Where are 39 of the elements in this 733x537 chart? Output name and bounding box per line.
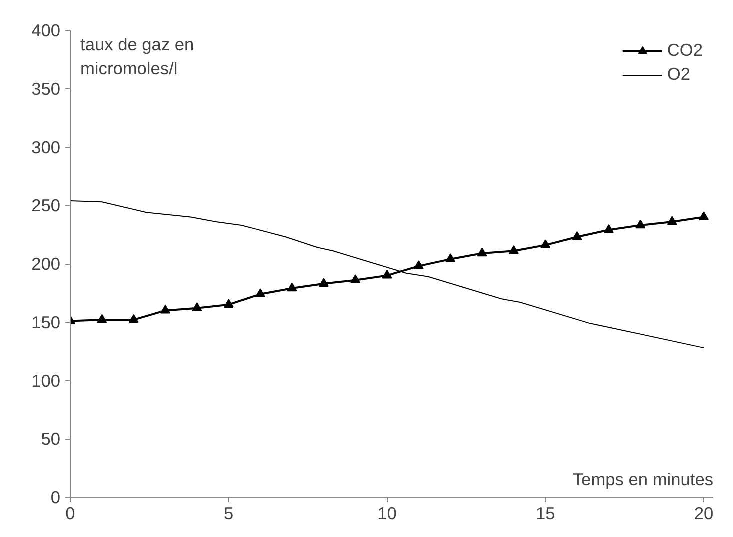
y-tick-label: 50 [41, 429, 61, 450]
legend-label: CO2 [667, 40, 703, 61]
point [572, 231, 582, 240]
point [604, 224, 614, 234]
point [256, 288, 266, 298]
point [350, 274, 361, 284]
legend-label: O2 [667, 64, 690, 85]
point [224, 299, 234, 308]
point [287, 282, 298, 292]
x-tick-label: 15 [536, 504, 556, 524]
point [192, 302, 202, 312]
point [540, 240, 551, 248]
y-tick-label: 0 [50, 488, 61, 508]
x-tick-label: 20 [694, 504, 714, 524]
x-tick-label: 0 [66, 504, 76, 524]
point [636, 220, 646, 229]
point [699, 212, 709, 220]
point [508, 245, 519, 254]
point [128, 314, 139, 324]
y-tick-label: 300 [32, 137, 61, 158]
y-tick-label: 400 [32, 20, 61, 40]
point [667, 216, 678, 226]
y-tick-label: 250 [32, 196, 61, 216]
x-axis-title: Temps en minutes [572, 470, 714, 490]
y-tick-label: 100 [32, 370, 61, 391]
y-axis-title: taux de gaz en micromoles/l [80, 34, 194, 78]
line-series [70, 200, 704, 349]
point [160, 305, 171, 314]
point [318, 278, 329, 287]
y-tick-label: 200 [32, 254, 61, 274]
point [97, 314, 108, 324]
y-tick-label: 150 [32, 312, 61, 332]
point [446, 254, 456, 262]
x-tick-label: 10 [378, 504, 397, 524]
point [382, 270, 392, 279]
y-tick-label: 350 [32, 78, 61, 99]
x-tick-label: 5 [224, 504, 234, 524]
point [477, 248, 488, 257]
point [414, 260, 424, 270]
